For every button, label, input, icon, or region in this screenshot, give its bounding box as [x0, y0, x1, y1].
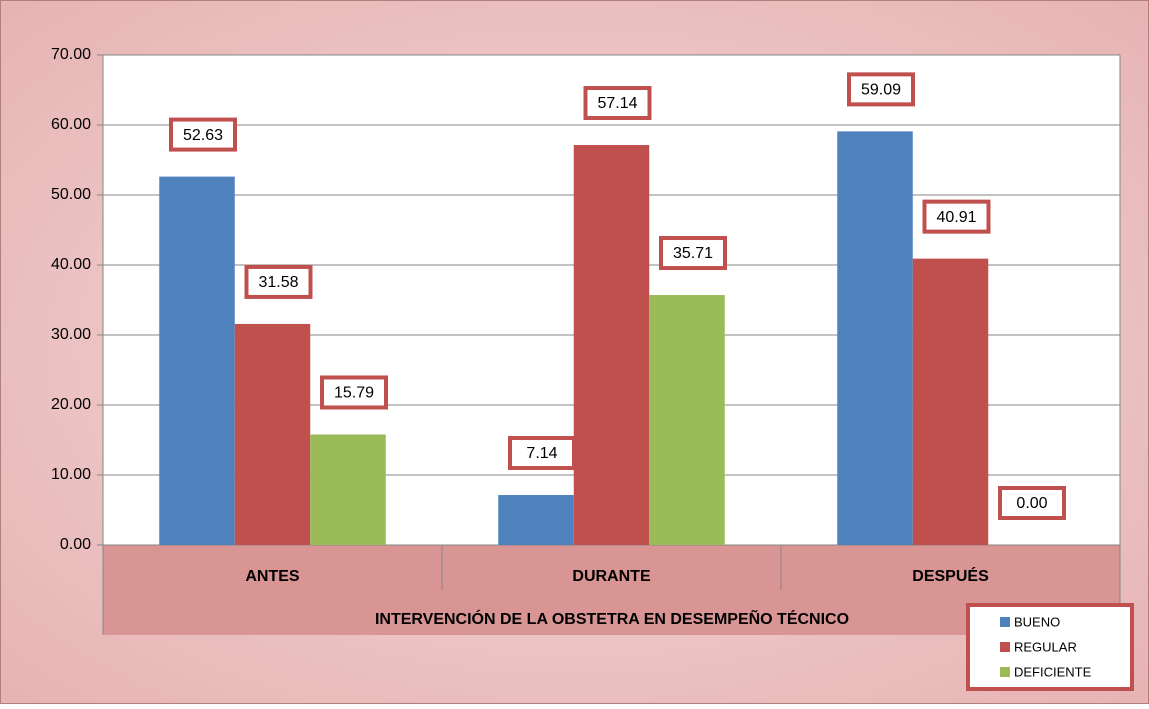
legend-label: DEFICIENTE [1014, 664, 1092, 679]
bar [912, 258, 989, 545]
bar [573, 145, 650, 545]
data-label: 15.79 [334, 385, 374, 402]
bar [310, 434, 386, 545]
data-label: 57.14 [597, 95, 637, 112]
data-label-box [847, 72, 915, 107]
data-label-box [169, 117, 237, 152]
data-label-box [320, 375, 388, 410]
bar [649, 295, 725, 545]
y-tick-label: 70.00 [51, 46, 91, 63]
data-label-box [583, 86, 652, 121]
x-tick-label: ANTES [245, 568, 300, 585]
data-label-box [998, 486, 1066, 520]
legend-label: BUENO [1014, 614, 1060, 629]
data-label: 40.91 [936, 209, 976, 226]
y-tick-label: 60.00 [51, 116, 91, 133]
y-tick-label: 40.00 [51, 256, 91, 273]
bar [159, 176, 235, 545]
x-axis-title: INTERVENCIÓN DE LA OBSTETRA EN DESEMPEÑO… [375, 608, 849, 628]
data-label-box [922, 199, 991, 234]
data-label: 59.09 [861, 82, 901, 99]
legend-marker [1000, 667, 1010, 677]
data-label: 52.63 [183, 127, 223, 144]
y-tick-label: 0.00 [60, 536, 91, 553]
legend-marker [1000, 617, 1010, 627]
y-tick-label: 30.00 [51, 326, 91, 343]
data-label: 35.71 [673, 245, 713, 262]
data-label: 0.00 [1016, 495, 1047, 512]
x-tick-label: DESPUÉS [912, 566, 989, 585]
data-label: 7.14 [526, 445, 557, 462]
bar [234, 323, 311, 545]
bar [498, 495, 574, 545]
data-label-box [244, 264, 313, 299]
legend-label: REGULAR [1014, 639, 1077, 654]
legend-marker [1000, 642, 1010, 652]
y-tick-label: 50.00 [51, 186, 91, 203]
legend [966, 603, 1134, 691]
data-label-box [659, 236, 727, 271]
y-tick-label: 20.00 [51, 396, 91, 413]
y-tick-label: 10.00 [51, 466, 91, 483]
data-label: 31.58 [258, 274, 298, 291]
data-label-box [508, 436, 576, 471]
bar [837, 131, 913, 545]
x-tick-label: DURANTE [572, 568, 651, 585]
category-band [103, 545, 1120, 635]
